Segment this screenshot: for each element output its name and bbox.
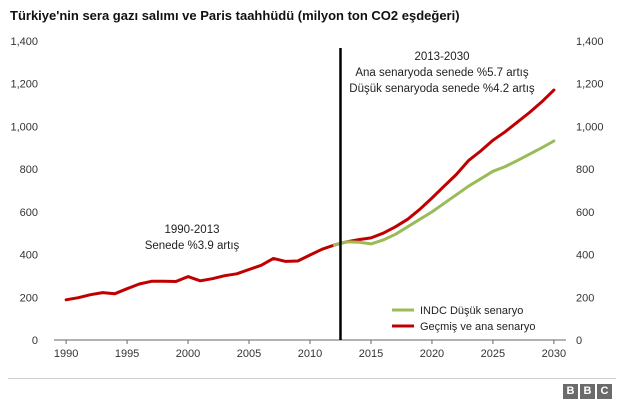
- y-tick-label-left: 1,400: [10, 36, 38, 48]
- y-tick-label-right: 1,400: [576, 36, 604, 48]
- y-tick-label-right: 0: [576, 335, 582, 347]
- x-tick-label: 2005: [237, 348, 261, 360]
- legend-label: Geçmiş ve ana senaryo: [420, 321, 536, 333]
- logo-letter: C: [597, 384, 612, 399]
- annotation-text: Düşük senaryoda senede %4.2 artış: [349, 83, 535, 95]
- logo-letter: B: [580, 384, 595, 399]
- annotation-text: 2013-2030: [415, 51, 470, 63]
- x-axis: 1990 1995 2000 2005 2010 2015 2020 2025 2030: [54, 340, 566, 360]
- y-tick-label-right: 200: [576, 292, 594, 304]
- y-tick-label-right: 800: [576, 164, 594, 176]
- x-tick-label: 2015: [359, 348, 383, 360]
- y-tick-label-left: 400: [20, 250, 38, 262]
- series-layer: [64, 88, 556, 302]
- chart: 0 200 400 600 800 1,000 1,200 1,400 0 200 400 600 8…: [10, 36, 604, 360]
- x-tick-label: 2025: [481, 348, 505, 360]
- chart-title: Türkiye'nin sera gazı salımı ve Paris ta…: [10, 8, 460, 23]
- y-tick-label-left: 200: [20, 292, 38, 304]
- y-tick-label-right: 1,000: [576, 121, 604, 133]
- x-tick-label: 2030: [542, 348, 566, 360]
- y-tick-label-right: 400: [576, 250, 594, 262]
- x-tick-label: 2000: [176, 348, 200, 360]
- series-line: [64, 88, 556, 302]
- y-tick-label-right: 1,200: [576, 79, 604, 91]
- y-axis-right: 0 200 400 600 800 1,000 1,200 1,400: [576, 36, 604, 347]
- x-tick-label: 2020: [420, 348, 444, 360]
- y-tick-label-left: 600: [20, 207, 38, 219]
- bbc-logo: B B C: [563, 384, 612, 399]
- x-tick-label: 1990: [54, 348, 78, 360]
- annotation-text: Senede %3.9 artış: [145, 240, 240, 252]
- legend: INDC Düşük senaryo Geçmiş ve ana senaryo: [392, 305, 536, 333]
- series-line: [332, 139, 556, 247]
- x-tick-label: 1995: [115, 348, 139, 360]
- y-axis-left: 0 200 400 600 800 1,000 1,200 1,400: [10, 36, 38, 347]
- y-tick-label-left: 0: [32, 335, 38, 347]
- x-tick-label: 2010: [298, 348, 322, 360]
- y-tick-label-right: 600: [576, 207, 594, 219]
- annotation-text: 1990-2013: [165, 224, 220, 236]
- annotation-text: Ana senaryoda senede %5.7 artış: [355, 67, 529, 79]
- footer-divider: [8, 378, 616, 379]
- y-tick-label-left: 1,200: [10, 79, 38, 91]
- legend-label: INDC Düşük senaryo: [420, 305, 523, 317]
- y-tick-label-left: 800: [20, 164, 38, 176]
- logo-letter: B: [563, 384, 578, 399]
- annotations: 1990-2013 Senede %3.9 artış 2013-2030 Ana s…: [145, 51, 535, 252]
- y-tick-label-left: 1,000: [10, 121, 38, 133]
